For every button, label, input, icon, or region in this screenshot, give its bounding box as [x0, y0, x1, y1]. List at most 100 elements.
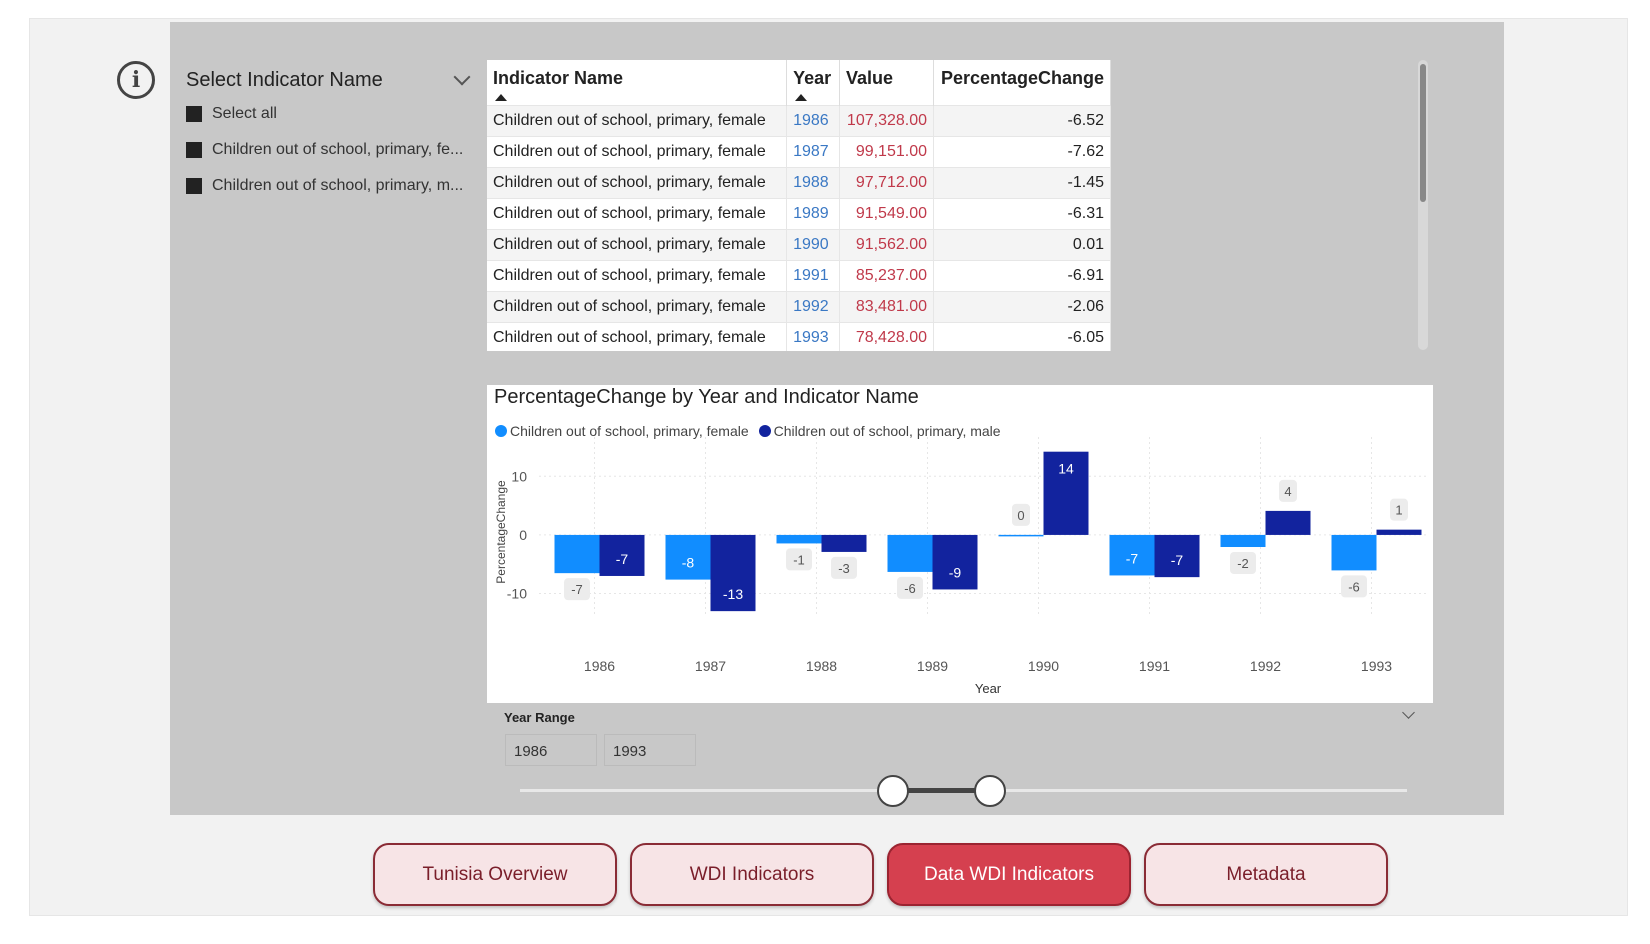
column-header-year[interactable]: Year	[786, 60, 841, 105]
legend-item-female[interactable]: Children out of school, primary, female	[495, 423, 749, 439]
info-icon[interactable]: i	[117, 61, 155, 99]
bar	[821, 534, 867, 552]
slicer-item-select-all[interactable]: Select all	[186, 96, 476, 132]
data-label: -2	[1237, 556, 1249, 571]
table-row[interactable]: Children out of school, primary, female 1…	[487, 135, 1111, 167]
y-tick-label: 10	[511, 468, 527, 484]
checkbox-icon[interactable]	[186, 178, 202, 194]
cell-indicator: Children out of school, primary, female	[487, 135, 788, 167]
table-scrollbar-thumb[interactable]	[1420, 64, 1426, 202]
data-label: -13	[723, 586, 743, 602]
year-range-handle-to[interactable]	[974, 775, 1007, 807]
legend-dot-icon	[758, 425, 771, 437]
cell-indicator: Children out of school, primary, female	[487, 228, 788, 260]
table-row[interactable]: Children out of school, primary, female 1…	[487, 259, 1111, 291]
checkbox-icon[interactable]	[186, 106, 202, 122]
table-row[interactable]: Children out of school, primary, female 1…	[487, 321, 1111, 351]
bar	[932, 534, 978, 590]
column-header-label: Year	[793, 68, 832, 88]
column-header-percentage-change[interactable]: PercentageChange	[933, 60, 1111, 105]
cell-year: 1993	[786, 321, 841, 351]
data-label-bg	[786, 548, 812, 571]
slicer-title: Select Indicator Name	[186, 68, 383, 91]
year-range-label: Year Range	[504, 710, 575, 725]
table-row[interactable]: Children out of school, primary, female 1…	[487, 197, 1111, 229]
slicer-header[interactable]: Select Indicator Name	[186, 64, 476, 96]
y-tick-label: -10	[507, 586, 527, 602]
cell-year: 1988	[786, 166, 841, 198]
data-label-bg	[1230, 552, 1256, 575]
x-tick-label: 1990	[1028, 658, 1059, 674]
column-header-indicator-name[interactable]: Indicator Name	[487, 60, 788, 105]
cell-year: 1987	[786, 135, 841, 167]
cell-indicator: Children out of school, primary, female	[487, 104, 788, 136]
slicer-item-label: Children out of school, primary, fe...	[212, 141, 464, 158]
data-label: 0	[1017, 508, 1024, 523]
cell-value: 107,328.00	[839, 104, 934, 136]
cell-percentage: -7.62	[933, 135, 1111, 167]
cell-percentage: 0.01	[933, 228, 1111, 260]
nav-button-wdi-indicators[interactable]: WDI Indicators	[630, 843, 874, 906]
chart-legend: Children out of school, primary, female …	[495, 423, 1011, 439]
data-label-bg	[1279, 479, 1297, 502]
cell-value: 97,712.00	[839, 166, 934, 198]
legend-dot-icon	[495, 425, 507, 437]
column-header-label: Value	[846, 68, 894, 88]
nav-button-data-wdi-indicators[interactable]: Data WDI Indicators	[887, 843, 1131, 906]
nav-button-metadata[interactable]: Metadata	[1144, 843, 1388, 906]
bar	[710, 534, 756, 612]
cell-value: 99,151.00	[839, 135, 934, 167]
data-label-bg	[1341, 575, 1367, 598]
table-scrollbar[interactable]	[1418, 60, 1428, 350]
bar	[599, 534, 645, 576]
cell-year: 1989	[786, 197, 841, 229]
year-range-from-input[interactable]: 1986	[505, 734, 597, 766]
year-range-slider-fill	[892, 788, 991, 793]
bar	[998, 534, 1044, 537]
data-label: -7	[616, 551, 629, 567]
data-label-bg	[564, 578, 590, 601]
x-tick-label: 1986	[584, 658, 615, 674]
data-label: -6	[904, 581, 916, 596]
cell-percentage: -6.91	[933, 259, 1111, 291]
data-label: -7	[1126, 550, 1139, 566]
cell-percentage: -6.31	[933, 197, 1111, 229]
bar	[1109, 534, 1155, 576]
sort-ascending-icon	[495, 93, 507, 101]
data-label: -7	[571, 582, 583, 597]
data-label: 4	[1284, 484, 1291, 499]
cell-value: 91,549.00	[839, 197, 934, 229]
table-row[interactable]: Children out of school, primary, female 1…	[487, 166, 1111, 198]
data-label: -3	[838, 561, 850, 576]
table-row[interactable]: Children out of school, primary, female 1…	[487, 104, 1111, 136]
sort-ascending-icon	[795, 93, 808, 101]
chart-plot: -10010PercentageChangeYear1986-7-71987-8…	[494, 437, 1427, 696]
table-row[interactable]: Children out of school, primary, female 1…	[487, 228, 1111, 260]
x-tick-label: 1993	[1361, 658, 1392, 674]
year-range-handle-from[interactable]	[876, 775, 909, 807]
year-range-to-input[interactable]: 1993	[604, 734, 696, 766]
data-label-bg	[897, 576, 923, 599]
cell-value: 83,481.00	[839, 290, 934, 322]
chevron-down-icon[interactable]	[453, 68, 471, 86]
data-label: -9	[949, 564, 962, 580]
data-label: -8	[682, 555, 695, 571]
cell-year: 1986	[786, 104, 841, 136]
table-row[interactable]: Children out of school, primary, female 1…	[487, 290, 1111, 322]
checkbox-icon[interactable]	[186, 142, 202, 158]
legend-item-male[interactable]: Children out of school, primary, male	[758, 423, 1001, 439]
column-header-value[interactable]: Value	[839, 60, 934, 105]
slicer-item-male[interactable]: Children out of school, primary, m...	[186, 168, 476, 204]
bar	[1331, 534, 1377, 571]
nav-button-tunisia-overview[interactable]: Tunisia Overview	[373, 843, 617, 906]
slicer-item-label: Select all	[212, 105, 277, 122]
slicer-item-female[interactable]: Children out of school, primary, fe...	[186, 132, 476, 168]
cell-indicator: Children out of school, primary, female	[487, 197, 788, 229]
percentage-change-chart: PercentageChange by Year and Indicator N…	[487, 385, 1433, 703]
cell-percentage: -6.52	[933, 104, 1111, 136]
legend-label: Children out of school, primary, female	[510, 423, 749, 439]
cell-percentage: -6.05	[933, 321, 1111, 351]
y-axis-label: PercentageChange	[494, 480, 508, 584]
data-table: Indicator Name Year Value PercentageChan…	[487, 60, 1111, 351]
data-label-bg	[1390, 498, 1408, 521]
